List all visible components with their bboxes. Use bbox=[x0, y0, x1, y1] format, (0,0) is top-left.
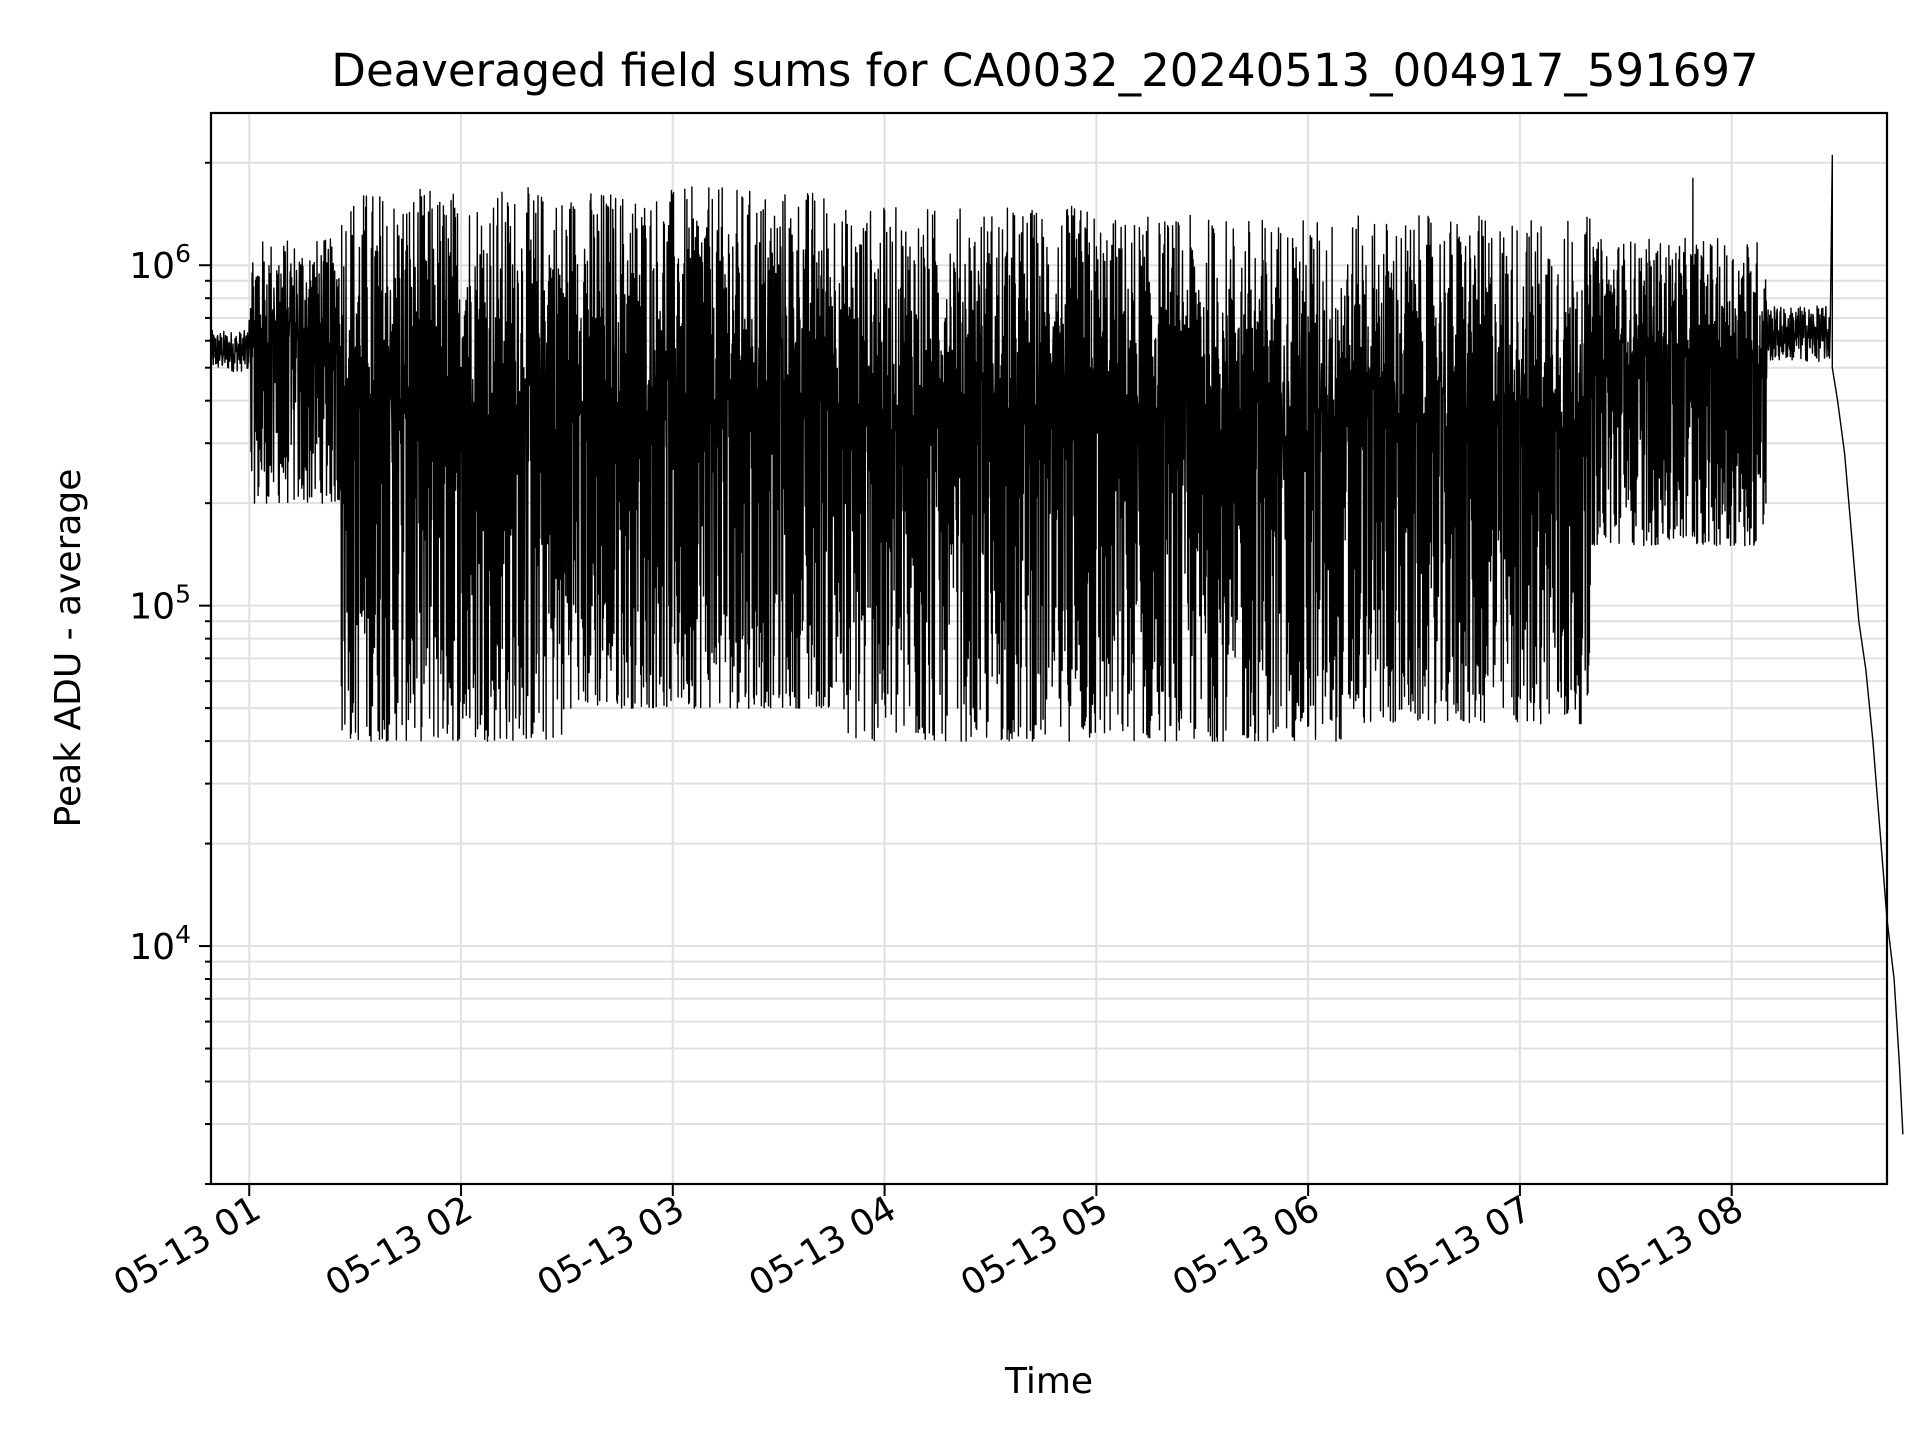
y-tick-label: 105 bbox=[129, 580, 191, 628]
data-layer bbox=[210, 154, 1904, 1135]
x-axis-label: Time bbox=[1004, 1361, 1093, 1402]
y-tick-label: 106 bbox=[129, 239, 191, 287]
data-series-line bbox=[210, 154, 1904, 1135]
y-axis-label: Peak ADU - average bbox=[48, 469, 89, 828]
chart-title: Deaveraged field sums for CA0032_2024051… bbox=[331, 44, 1758, 97]
plot-frame bbox=[209, 111, 1889, 1186]
y-tick-label: 104 bbox=[129, 920, 191, 968]
